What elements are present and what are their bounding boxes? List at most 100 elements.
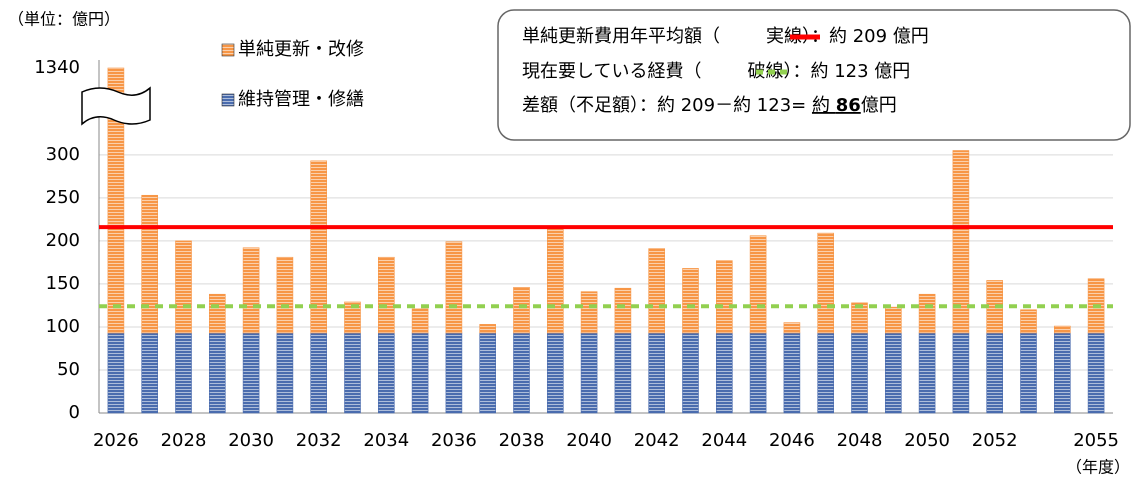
- bar-segment: [141, 194, 158, 334]
- x-tick-label: 2052: [972, 430, 1018, 451]
- bar-segment: [952, 332, 970, 414]
- bar-segment: [175, 240, 192, 334]
- annotation-text: 差額（不足額）：約 209－約 123=: [522, 95, 812, 116]
- x-tick-label: 2042: [634, 430, 680, 451]
- bar-segment: [107, 67, 125, 334]
- bar-segment: [918, 332, 936, 414]
- bar-segment: [783, 322, 801, 334]
- bar-segment: [648, 332, 666, 414]
- bar-segment: [377, 332, 395, 414]
- annotation-line: 現在要している経費（ 破線）：約 123 億円: [522, 61, 910, 82]
- x-tick-label: 2055: [1073, 430, 1119, 451]
- bar-segment: [851, 332, 868, 414]
- y-tick-label: 100: [46, 316, 80, 337]
- annotation-line: 差額（不足額）：約 209－約 123= 約 86億円: [522, 95, 897, 116]
- bar-segment: [107, 332, 125, 414]
- legend-label: 維持管理・修繕: [238, 89, 364, 110]
- x-axis-label: （年度）: [1066, 458, 1130, 477]
- bar-segment: [986, 332, 1004, 414]
- bar-segment: [715, 332, 733, 414]
- y-tick-label: 200: [46, 230, 80, 251]
- bar-segment: [344, 332, 361, 414]
- bar-segment: [682, 268, 699, 334]
- x-tick-label: 2026: [93, 430, 139, 451]
- bar-segment: [1020, 332, 1037, 414]
- x-tick-label: 2032: [296, 430, 342, 451]
- bar-segment: [783, 332, 801, 414]
- bar-segment: [546, 332, 564, 414]
- x-tick-label: 2030: [228, 430, 274, 451]
- x-tick-label: 2038: [499, 430, 545, 451]
- bar-segment: [817, 332, 835, 414]
- plot: 0 50 100 150 200 250 300 1340 2026 2028 2030 2032 20…: [34, 39, 1119, 451]
- bar-segment: [276, 256, 294, 334]
- annotation-text: 実線）：約 209 億円: [766, 26, 929, 47]
- bar-segment: [614, 332, 632, 414]
- unit-label: （単位：億円）: [8, 10, 120, 29]
- legend-swatch: [221, 43, 235, 57]
- annotation-text: 破線）：約 123 億円: [747, 61, 910, 82]
- bar-segment: [1020, 309, 1037, 334]
- bar-segment: [479, 332, 497, 414]
- bar-segment: [411, 308, 429, 334]
- bar-segment: [952, 150, 970, 334]
- x-tick-label: 2034: [363, 430, 409, 451]
- y-tick-label: 0: [69, 402, 80, 423]
- bar-segment: [884, 306, 902, 334]
- bar-segment: [411, 332, 429, 414]
- bar-segment: [513, 287, 530, 334]
- bar-segment: [749, 235, 767, 334]
- y-tick-label: 150: [46, 273, 80, 294]
- bar-segment: [242, 332, 260, 414]
- bar-segment: [614, 287, 632, 334]
- y-tick-label: 300: [46, 144, 80, 165]
- bar-segment: [242, 247, 260, 334]
- bar-segment: [377, 256, 395, 334]
- x-tick-label: 2046: [769, 430, 815, 451]
- bar-segment: [580, 332, 598, 414]
- bar-segment: [580, 291, 598, 334]
- axis-break: [81, 86, 151, 126]
- annotation-line: 単純更新費用年平均額（ 実線）：約 209 億円: [522, 26, 929, 47]
- bar-segment: [141, 332, 158, 414]
- bar-segment: [344, 301, 361, 334]
- x-tick-label: 2044: [701, 430, 747, 451]
- bar-segment: [175, 332, 192, 414]
- annotation-box: [497, 9, 1131, 141]
- bar-segment: [851, 302, 868, 334]
- legend-label: 単純更新・改修: [238, 39, 364, 60]
- bar-segment: [310, 160, 328, 334]
- bar-segment: [276, 332, 294, 414]
- bar-segment: [648, 248, 666, 334]
- bar-segment: [479, 324, 497, 334]
- y-tick-label: 50: [57, 359, 80, 380]
- bar-segment: [310, 332, 328, 414]
- y-tick-label: 250: [46, 187, 80, 208]
- x-tick-label: 2048: [837, 430, 883, 451]
- x-tick-label: 2028: [161, 430, 207, 451]
- bar-segment: [1054, 325, 1071, 334]
- annotation-text: 86: [836, 95, 861, 116]
- annotation-text: 単純更新費用年平均額（: [522, 26, 720, 47]
- annotation-text: 億円: [861, 95, 897, 116]
- bar-segment: [884, 332, 902, 414]
- bar-segment: [749, 332, 767, 414]
- annotation-text: 現在要している経費（: [522, 61, 701, 82]
- bar-segment: [715, 260, 733, 334]
- y-tick-label: 1340: [34, 57, 80, 78]
- bar-segment: [445, 332, 463, 414]
- bar-segment: [817, 232, 835, 334]
- bar-segment: [918, 293, 936, 334]
- bar-segment: [445, 241, 463, 334]
- bar-segment: [513, 332, 530, 414]
- bar-segment: [682, 332, 699, 414]
- bar-segment: [209, 332, 226, 414]
- bar-segment: [1087, 332, 1105, 414]
- legend-swatch: [221, 93, 235, 107]
- x-tick-label: 2036: [431, 430, 477, 451]
- annotation-text: 約: [812, 95, 836, 116]
- bar-segment: [1054, 332, 1071, 414]
- x-tick-label: 2040: [566, 430, 612, 451]
